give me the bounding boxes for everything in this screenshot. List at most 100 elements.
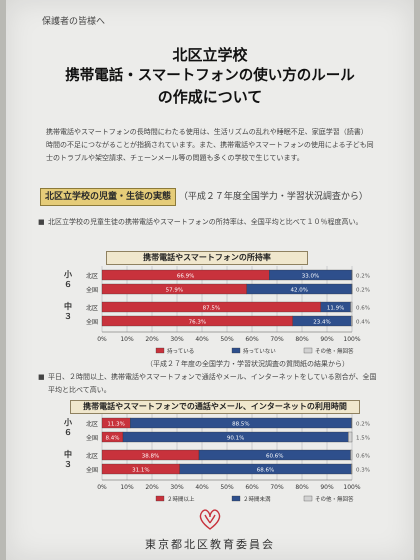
chart2-tick-label: 50% <box>220 484 234 491</box>
section-heading: 北区立学校の児童・生徒の実態 （平成２７年度全国学力・学習状況調査から） <box>40 188 390 206</box>
chart1-data-label: 66.9% <box>177 274 194 280</box>
chart1-data-label: 11.9% <box>327 306 344 312</box>
chart1-data-label: 87.5% <box>203 306 220 312</box>
chart1-other-label: 0.4% <box>356 320 370 326</box>
chart1-row-label: 北区 <box>86 272 98 280</box>
chart2-other-label: 0.6% <box>356 454 370 460</box>
chart1-data-label: 42.0% <box>291 288 308 294</box>
chart1-tick-label: 30% <box>170 336 184 343</box>
organization-name: 東京都北区教育委員会 <box>145 538 275 551</box>
chart2-tick-label: 20% <box>145 484 159 491</box>
legend-swatch-0 <box>155 495 165 502</box>
intro-paragraph: 携帯電話やスマートフォンの長時間にわたる使用は、生活リズムの乱れや睡眠不足、家庭… <box>46 128 374 162</box>
legend-label-0: ２時間以上 <box>167 495 195 503</box>
chart1-tick-label: 0% <box>97 336 107 343</box>
title-line-1: 北区立学校 <box>172 46 248 64</box>
chart2-tick-label: 40% <box>195 484 209 491</box>
legend-swatch-1 <box>231 347 241 354</box>
chart2-other-label: 1.5% <box>356 436 370 442</box>
chart2-data-label: 90.1% <box>227 436 244 442</box>
chart2-tick-label: 60% <box>245 484 259 491</box>
legend-swatch-2 <box>303 347 313 354</box>
chart1-bar-2 <box>351 315 353 327</box>
chart1-tick-label: 60% <box>245 336 259 343</box>
chart1-row-label: 北区 <box>86 304 98 312</box>
bullet-ownership-text: 北区立学校の児童生徒の携帯電話やスマートフォンの所持率は、全国平均と比べて１０％… <box>48 218 363 226</box>
chart2-tick-label: 100% <box>343 484 360 491</box>
chart1-row-label: 全国 <box>86 318 98 326</box>
legend-label-1: ２時間未満 <box>243 495 271 503</box>
chart2-tick-label: 0% <box>97 484 107 491</box>
chart-note: （平成２７年度の全国学力・学習状況調査の質問紙の結果から） <box>146 360 349 368</box>
chart1-data-label: 76.3% <box>189 320 206 326</box>
chart2-tick-label: 80% <box>295 484 309 491</box>
addressee-line: 保護者の皆様へ <box>42 17 106 27</box>
chart2-group-label-1: 中３ <box>64 450 72 469</box>
legend-label-2: その他・無回答 <box>315 347 354 355</box>
bullet-usage: ■ 平日、２時間以上、携帯電話やスマートフォンで通話やメール、インターネットをし… <box>38 371 378 397</box>
chart1-tick-label: 40% <box>195 336 209 343</box>
chart1-bar-2 <box>350 301 353 313</box>
chart2-data-label: 88.5% <box>232 422 249 428</box>
usage-time-chart: 北区 11.3% 88.5% 0.2% 全国 8.4% 90.1% 1.5% 北区 38.8% 60… <box>86 414 370 503</box>
chart1-tick-label: 90% <box>320 336 334 343</box>
chart1-row-label: 全国 <box>86 286 98 294</box>
chart2-group-label-0: 小６ <box>64 418 72 437</box>
chart2-data-label: 60.6% <box>266 454 283 460</box>
legend-swatch-1 <box>231 495 241 502</box>
chart1-other-label: 0.2% <box>356 288 370 294</box>
chart1-title: 携帯電話やスマートフォンの所持率 <box>106 251 308 265</box>
chart2-data-label: 68.6% <box>257 468 274 474</box>
chart1-data-label: 33.0% <box>302 274 319 280</box>
chart2-data-label: 8.4% <box>106 436 120 442</box>
chart2-data-label: 38.8% <box>142 454 159 460</box>
chart2-bar-2 <box>351 463 353 475</box>
chart2-tick-label: 10% <box>120 484 134 491</box>
bullet-ownership: ■ 北区立学校の児童生徒の携帯電話やスマートフォンの所持率は、全国平均と比べて１… <box>38 216 378 229</box>
chart1-data-label: 57.9% <box>166 288 183 294</box>
flyer-page: 保護者の皆様へ 北区立学校 携帯電話・スマートフォンの使い方のルール の作成につ… <box>6 0 414 560</box>
chart2-data-label: 31.1% <box>132 468 149 474</box>
bullet-usage-text: 平日、２時間以上、携帯電話やスマートフォンで通話やメール、インターネットをしてい… <box>48 373 377 394</box>
chart1-tick-label: 50% <box>220 336 234 343</box>
chart1-tick-label: 20% <box>145 336 159 343</box>
chart1-tick-label: 100% <box>343 336 360 343</box>
legend-label-1: 持っていない <box>243 347 276 355</box>
ownership-chart: 北区 66.9% 33.0% 0.2% 全国 57.9% 42.0% 0.2% 北区 87.5% 1… <box>86 266 370 355</box>
chart2-data-label: 11.3% <box>107 422 124 428</box>
chart1-other-label: 0.2% <box>356 274 370 280</box>
board-logo <box>199 509 221 530</box>
section-source: （平成２７年度全国学力・学習状況調査から） <box>178 192 368 202</box>
chart1-data-label: 23.4% <box>313 320 330 326</box>
chart1-tick-label: 70% <box>270 336 284 343</box>
chart2-bar-2 <box>350 449 353 461</box>
chart1-other-label: 0.6% <box>356 306 370 312</box>
chart2-tick-label: 90% <box>320 484 334 491</box>
chart2-row-label: 全国 <box>86 434 98 442</box>
section-heading-label: 北区立学校の児童・生徒の実態 <box>40 188 177 206</box>
chart1-group-label-1: 中３ <box>64 302 72 321</box>
chart2-other-label: 0.3% <box>356 468 370 474</box>
chart2-tick-label: 70% <box>270 484 284 491</box>
chart2-tick-label: 30% <box>170 484 184 491</box>
chart2-bar-2 <box>348 431 353 443</box>
bullet-marker: ■ <box>38 218 45 226</box>
legend-label-0: 持っている <box>167 347 194 355</box>
chart1-bar-2 <box>351 269 353 281</box>
chart1-group-label-0: 小６ <box>64 270 72 289</box>
chart1-bar-2 <box>351 283 353 295</box>
chart2-bar-2 <box>351 417 353 429</box>
legend-swatch-2 <box>303 495 313 502</box>
chart2-other-label: 0.2% <box>356 422 370 428</box>
legend-label-2: その他・無回答 <box>315 495 354 503</box>
chart2-row-label: 北区 <box>86 420 98 428</box>
chart2-row-label: 全国 <box>86 466 98 474</box>
chart2-row-label: 北区 <box>86 452 98 460</box>
chart1-tick-label: 80% <box>295 336 309 343</box>
title-line-3: の作成について <box>157 88 263 106</box>
title-line-2: 携帯電話・スマートフォンの使い方のルール <box>65 68 355 84</box>
legend-swatch-0 <box>155 347 165 354</box>
chart2-title: 携帯電話やスマートフォンでの通話やメール、インターネットの利用時間 <box>70 400 360 414</box>
bullet-marker: ■ <box>38 373 45 381</box>
chart1-tick-label: 10% <box>120 336 134 343</box>
